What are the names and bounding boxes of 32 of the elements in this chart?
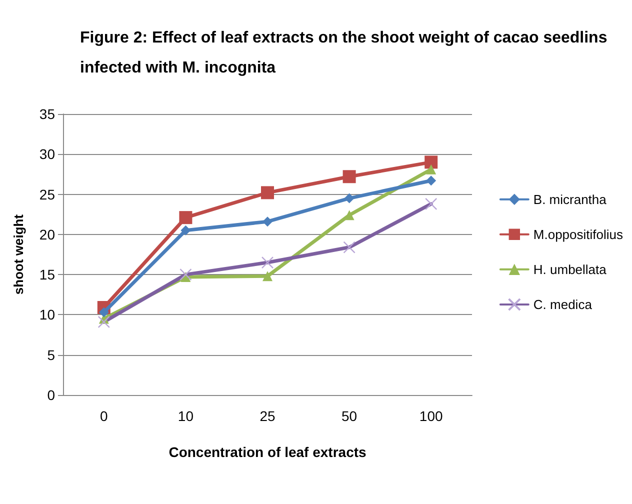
y-tick-label: 30 [39, 146, 56, 162]
x-tick-label: 100 [419, 408, 443, 424]
y-tick-label: 5 [47, 346, 56, 363]
y-tick-label: 15 [39, 266, 56, 283]
y-tick-label: 35 [39, 106, 56, 122]
point [344, 210, 354, 220]
x-axis-title: Concentration of leaf extracts [168, 444, 367, 460]
y-tick-label: 0 [47, 387, 56, 403]
x-tick-label: 0 [100, 408, 108, 424]
legend-label: B. micrantha [533, 192, 608, 207]
point [344, 193, 354, 204]
x-tick-label: 50 [342, 408, 358, 424]
point [426, 164, 436, 174]
point [261, 186, 274, 200]
point [98, 307, 109, 318]
y-axis-title: shoot weight [11, 214, 26, 295]
legend-label: H. umbellata [533, 262, 608, 277]
y-tick-label: 20 [39, 226, 56, 242]
point [424, 156, 438, 169]
legend-label: M.oppositifolius [533, 226, 624, 242]
point [180, 225, 191, 236]
legend-label: C. medica [533, 297, 593, 312]
x-tick-label: 10 [178, 408, 194, 424]
x-tick-label: 25 [260, 408, 276, 424]
chart-title: Figure 2: Effect of leaf extracts on the shoot weight of cacao seedlins infected with M. incognita [80, 30, 608, 76]
y-tick-label: 25 [39, 186, 56, 202]
point [262, 271, 272, 282]
point [262, 216, 272, 227]
y-tick-label: 10 [39, 306, 56, 323]
point [342, 170, 356, 184]
point [179, 211, 192, 224]
point [426, 176, 436, 186]
